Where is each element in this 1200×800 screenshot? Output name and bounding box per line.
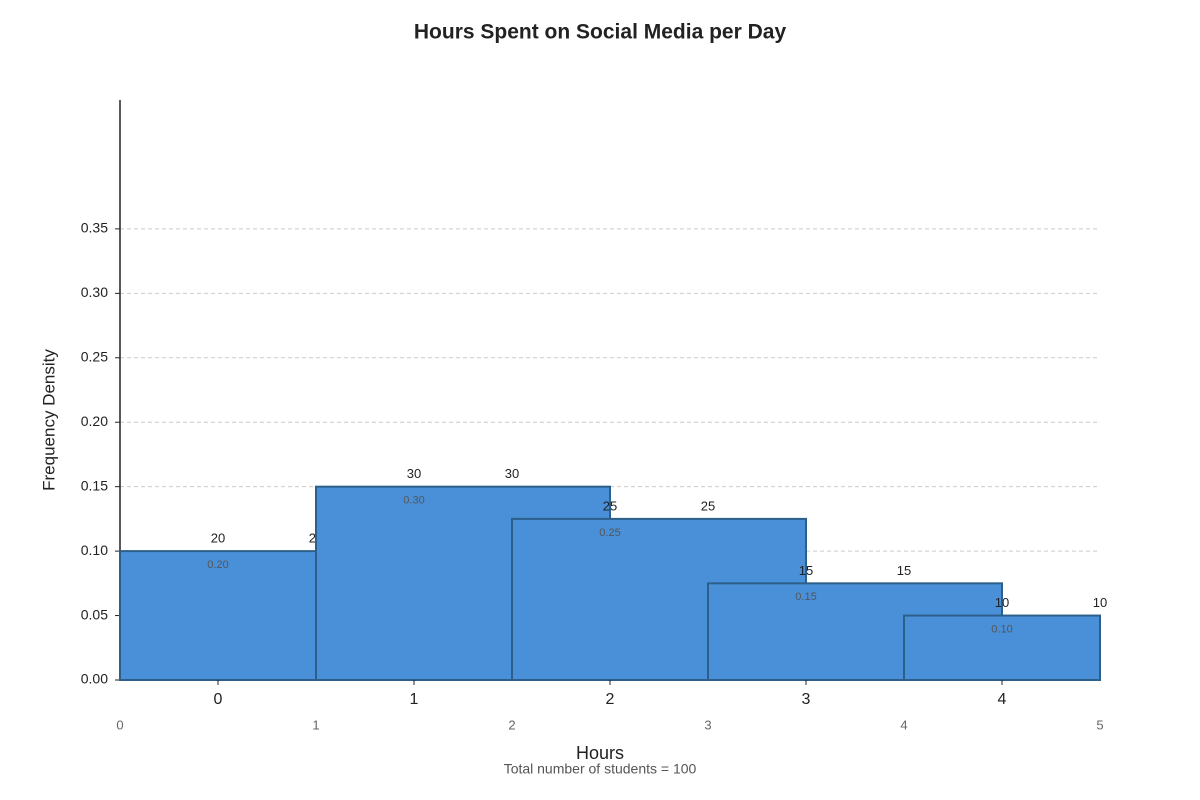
y-tick-label: 0.20 [81,413,108,429]
count-label: 30 [407,466,421,481]
count-label: 25 [603,498,617,513]
proportion-label: 0.25 [599,527,620,539]
count-label: 10 [995,595,1009,610]
y-tick-label: 0.00 [81,671,108,687]
x-tick-label: 0 [214,691,223,708]
x-axis-label: Hours [576,743,624,763]
bin-edge-label: 4 [900,717,907,732]
count-label: 10 [1093,595,1107,610]
y-tick-label: 0.10 [81,542,108,558]
bin-edge-label: 0 [116,717,123,732]
y-tick-label: 0.35 [81,220,108,236]
count-label: 20 [211,531,225,546]
bin-edge-label: 3 [704,717,711,732]
proportion-label: 0.30 [403,495,424,507]
bin-edge-label: 5 [1096,717,1103,732]
x-tick-label: 2 [606,691,615,708]
chart-title: Hours Spent on Social Media per Day [414,21,787,44]
x-tick-label: 4 [998,691,1007,708]
count-label: 30 [505,466,519,481]
bar [903,614,1101,681]
proportion-label: 0.10 [991,623,1012,635]
proportion-label: 0.20 [207,559,228,571]
y-tick-label: 0.15 [81,477,108,493]
count-label: 15 [897,563,911,578]
y-tick-label: 0.30 [81,284,108,300]
x-tick-label: 1 [410,691,419,708]
x-tick-label: 3 [802,691,811,708]
count-label: 15 [799,563,813,578]
y-axis-label: Frequency Density [39,349,58,491]
y-tick-label: 0.25 [81,348,108,364]
bin-edge-label: 2 [508,717,515,732]
bin-edge-label: 1 [312,717,319,732]
count-label: 25 [701,498,715,513]
y-tick-label: 0.05 [81,606,108,622]
proportion-label: 0.15 [795,591,816,603]
footnote: Total number of students = 100 [504,761,697,777]
